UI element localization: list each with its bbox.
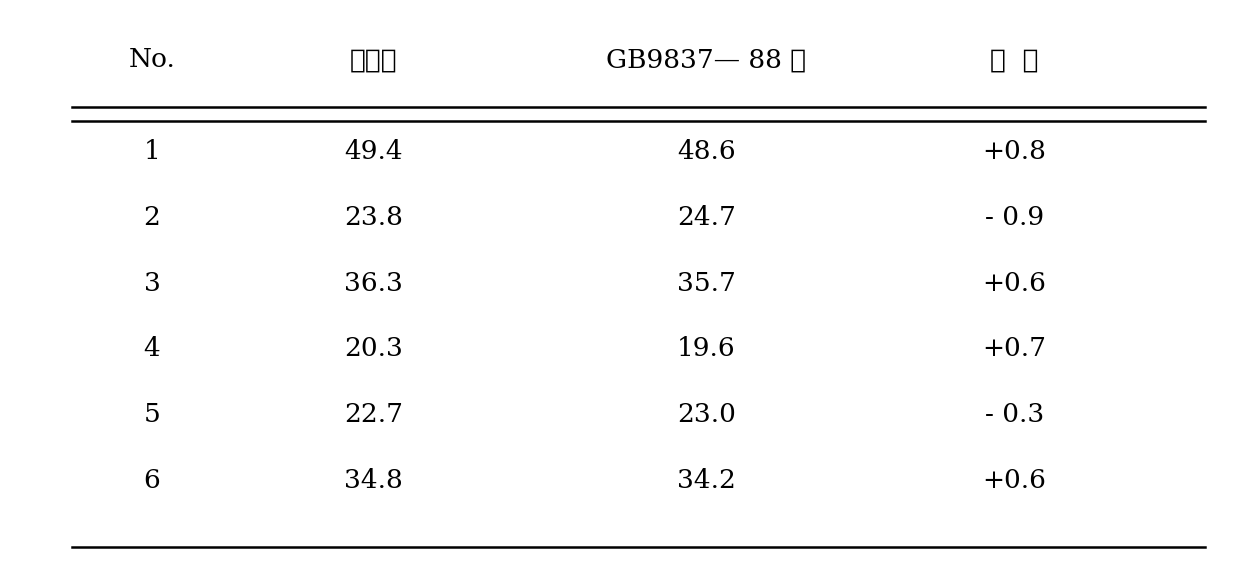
Text: 22.7: 22.7: [345, 402, 403, 427]
Text: +0.7: +0.7: [982, 336, 1047, 361]
Text: 48.6: 48.6: [677, 139, 735, 164]
Text: +0.6: +0.6: [982, 468, 1047, 493]
Text: 24.7: 24.7: [677, 205, 735, 230]
Text: 本方法: 本方法: [350, 47, 398, 72]
Text: - 0.9: - 0.9: [985, 205, 1044, 230]
Text: 35.7: 35.7: [677, 271, 735, 295]
Text: 34.2: 34.2: [677, 468, 735, 493]
Text: 4: 4: [144, 336, 160, 361]
Text: 23.0: 23.0: [677, 402, 735, 427]
Text: 偏  差: 偏 差: [990, 47, 1038, 72]
Text: +0.6: +0.6: [982, 271, 1047, 295]
Text: 20.3: 20.3: [345, 336, 403, 361]
Text: 1: 1: [144, 139, 160, 164]
Text: 23.8: 23.8: [345, 205, 403, 230]
Text: 2: 2: [144, 205, 160, 230]
Text: 6: 6: [144, 468, 160, 493]
Text: 36.3: 36.3: [345, 271, 403, 295]
Text: No.: No.: [129, 47, 175, 72]
Text: 3: 3: [144, 271, 160, 295]
Text: +0.8: +0.8: [982, 139, 1047, 164]
Text: 19.6: 19.6: [677, 336, 735, 361]
Text: - 0.3: - 0.3: [985, 402, 1044, 427]
Text: GB9837— 88 法: GB9837— 88 法: [606, 47, 806, 72]
Text: 34.8: 34.8: [345, 468, 403, 493]
Text: 5: 5: [144, 402, 160, 427]
Text: 49.4: 49.4: [345, 139, 403, 164]
